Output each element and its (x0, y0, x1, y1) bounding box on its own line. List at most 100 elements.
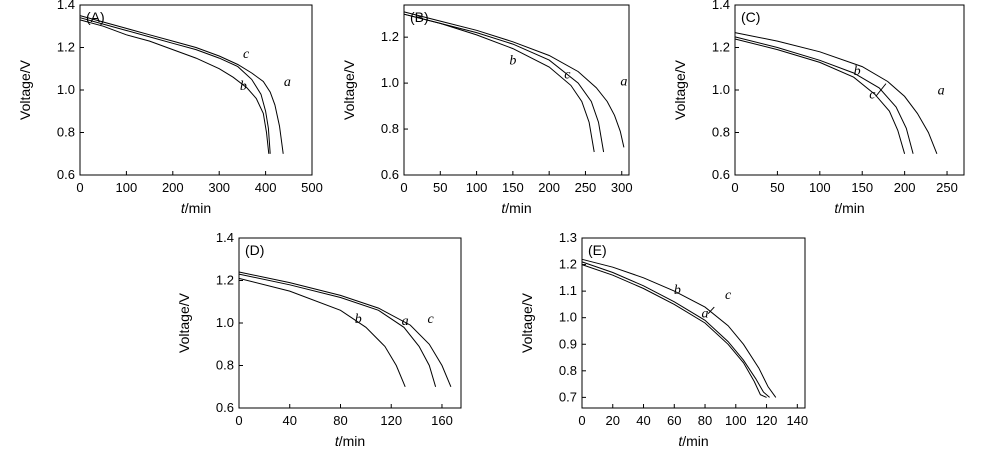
x-axis-unit: /min (682, 433, 708, 449)
curve-label-c: c (243, 47, 250, 62)
x-tick-label: 160 (431, 413, 453, 428)
panel-e: 0 20 40 60 80 100 120 140 0.7 0.8 0.9 1.0 1.1 1.2 1.3 t… (519, 230, 808, 449)
y-tick-label: 0.6 (216, 400, 234, 415)
x-tick-label: 100 (116, 180, 138, 195)
series-line-a (79, 15, 284, 154)
series-line-a (581, 261, 770, 398)
y-tick-label: 1.3 (559, 230, 577, 245)
x-tick-label: 50 (770, 180, 784, 195)
x-tick-label: 0 (235, 413, 242, 428)
series-line-b (734, 38, 906, 154)
y-axis-title: Voltage/V (17, 59, 33, 120)
x-axis-title: t/min (834, 200, 864, 216)
series-line-a (238, 273, 437, 387)
y-axis-title: Voltage/V (341, 59, 357, 120)
x-tick-label: 20 (606, 413, 620, 428)
x-tick-label: 80 (333, 413, 347, 428)
y-tick-label: 0.8 (216, 358, 234, 373)
x-tick-label: 100 (466, 180, 488, 195)
x-tick-label: 60 (667, 413, 681, 428)
x-axis-title: t/min (181, 200, 211, 216)
x-tick-label: 50 (433, 180, 447, 195)
curve-label-a: a (938, 83, 945, 98)
label-leader (875, 83, 887, 97)
y-tick-label: 1.4 (57, 0, 75, 12)
x-axis-variable: t (834, 200, 839, 216)
panel-c: 0 50 100 150 200 250 0.6 0.8 1.0 1.2 1.4 t/min Volta… (672, 0, 965, 216)
panel-label: (E) (588, 242, 607, 258)
curve-label-b: b (355, 312, 362, 327)
curve-label-b: b (854, 64, 861, 79)
x-tick-label: 200 (162, 180, 184, 195)
y-tick-label: 1.2 (57, 40, 75, 55)
x-axis-title: t/min (335, 433, 365, 449)
x-tick-label: 40 (636, 413, 650, 428)
x-tick-label: 300 (611, 180, 633, 195)
y-axis-title: Voltage/V (672, 59, 688, 120)
x-tick-label: 250 (575, 180, 597, 195)
y-tick-label: 0.9 (559, 336, 577, 351)
curve-label-a: a (402, 314, 409, 329)
x-tick-label: 200 (894, 180, 916, 195)
x-axis-unit: /min (838, 200, 864, 216)
x-tick-label: 100 (725, 413, 747, 428)
series-line-c (79, 17, 271, 154)
y-tick-label: 1.0 (712, 82, 730, 97)
x-axis-variable: t (335, 433, 340, 449)
y-tick-label: 1.2 (559, 257, 577, 272)
x-tick-label: 0 (400, 180, 407, 195)
x-tick-label: 500 (301, 180, 323, 195)
y-tick-label: 0.8 (57, 125, 75, 140)
y-tick-label: 0.8 (381, 121, 399, 136)
panel-b: 0 50 100 150 200 250 300 0.6 0.8 1.0 1.2 t/min Volta… (341, 4, 633, 216)
curve-label-b: b (240, 79, 247, 94)
y-axis-title: Voltage/V (176, 292, 192, 353)
x-tick-label: 40 (283, 413, 297, 428)
x-tick-label: 300 (208, 180, 230, 195)
x-tick-label: 120 (380, 413, 402, 428)
curve-label-c: c (427, 312, 434, 327)
y-tick-label: 0.6 (712, 167, 730, 182)
y-tick-label: 0.8 (712, 125, 730, 140)
x-axis-unit: /min (185, 200, 211, 216)
y-tick-label: 1.2 (216, 273, 234, 288)
plot-frame (734, 4, 965, 176)
series-line-b (79, 19, 270, 154)
y-tick-label: 1.0 (57, 82, 75, 97)
x-tick-label: 120 (756, 413, 778, 428)
curve-label-a: a (620, 74, 627, 89)
series-line-a (734, 32, 938, 154)
label-leader (707, 306, 715, 315)
x-axis-unit: /min (339, 433, 365, 449)
x-tick-label: 0 (731, 180, 738, 195)
curve-label-c: c (869, 88, 876, 103)
x-tick-label: 200 (538, 180, 560, 195)
panel-a: 0 100 200 300 400 500 0.6 0.8 1.0 1.2 1.4 t/min Volt… (17, 0, 323, 216)
y-tick-label: 0.7 (559, 389, 577, 404)
x-axis-variable: t (181, 200, 186, 216)
series-line-c (581, 258, 777, 398)
y-tick-label: 1.4 (712, 0, 730, 12)
y-tick-label: 1.4 (216, 230, 234, 245)
curve-label-c: c (564, 68, 571, 83)
panel-label: (D) (245, 242, 264, 258)
panel-label: (B) (410, 9, 429, 25)
x-tick-label: 250 (936, 180, 958, 195)
y-tick-label: 0.8 (559, 363, 577, 378)
curve-label-a: a (702, 307, 709, 322)
y-tick-label: 1.0 (559, 310, 577, 325)
y-axis-title: Voltage/V (519, 292, 535, 353)
x-tick-label: 400 (255, 180, 277, 195)
series-line-b (238, 277, 406, 387)
plot-frame (403, 4, 630, 176)
x-tick-label: 150 (851, 180, 873, 195)
x-tick-label: 80 (698, 413, 712, 428)
x-axis-variable: t (678, 433, 683, 449)
y-tick-label: 1.0 (216, 315, 234, 330)
x-axis-unit: /min (505, 200, 531, 216)
series-line-c (403, 13, 605, 153)
curve-label-b: b (674, 283, 681, 298)
x-axis-title: t/min (501, 200, 531, 216)
series-line-b (581, 264, 767, 398)
y-tick-label: 1.2 (381, 29, 399, 44)
